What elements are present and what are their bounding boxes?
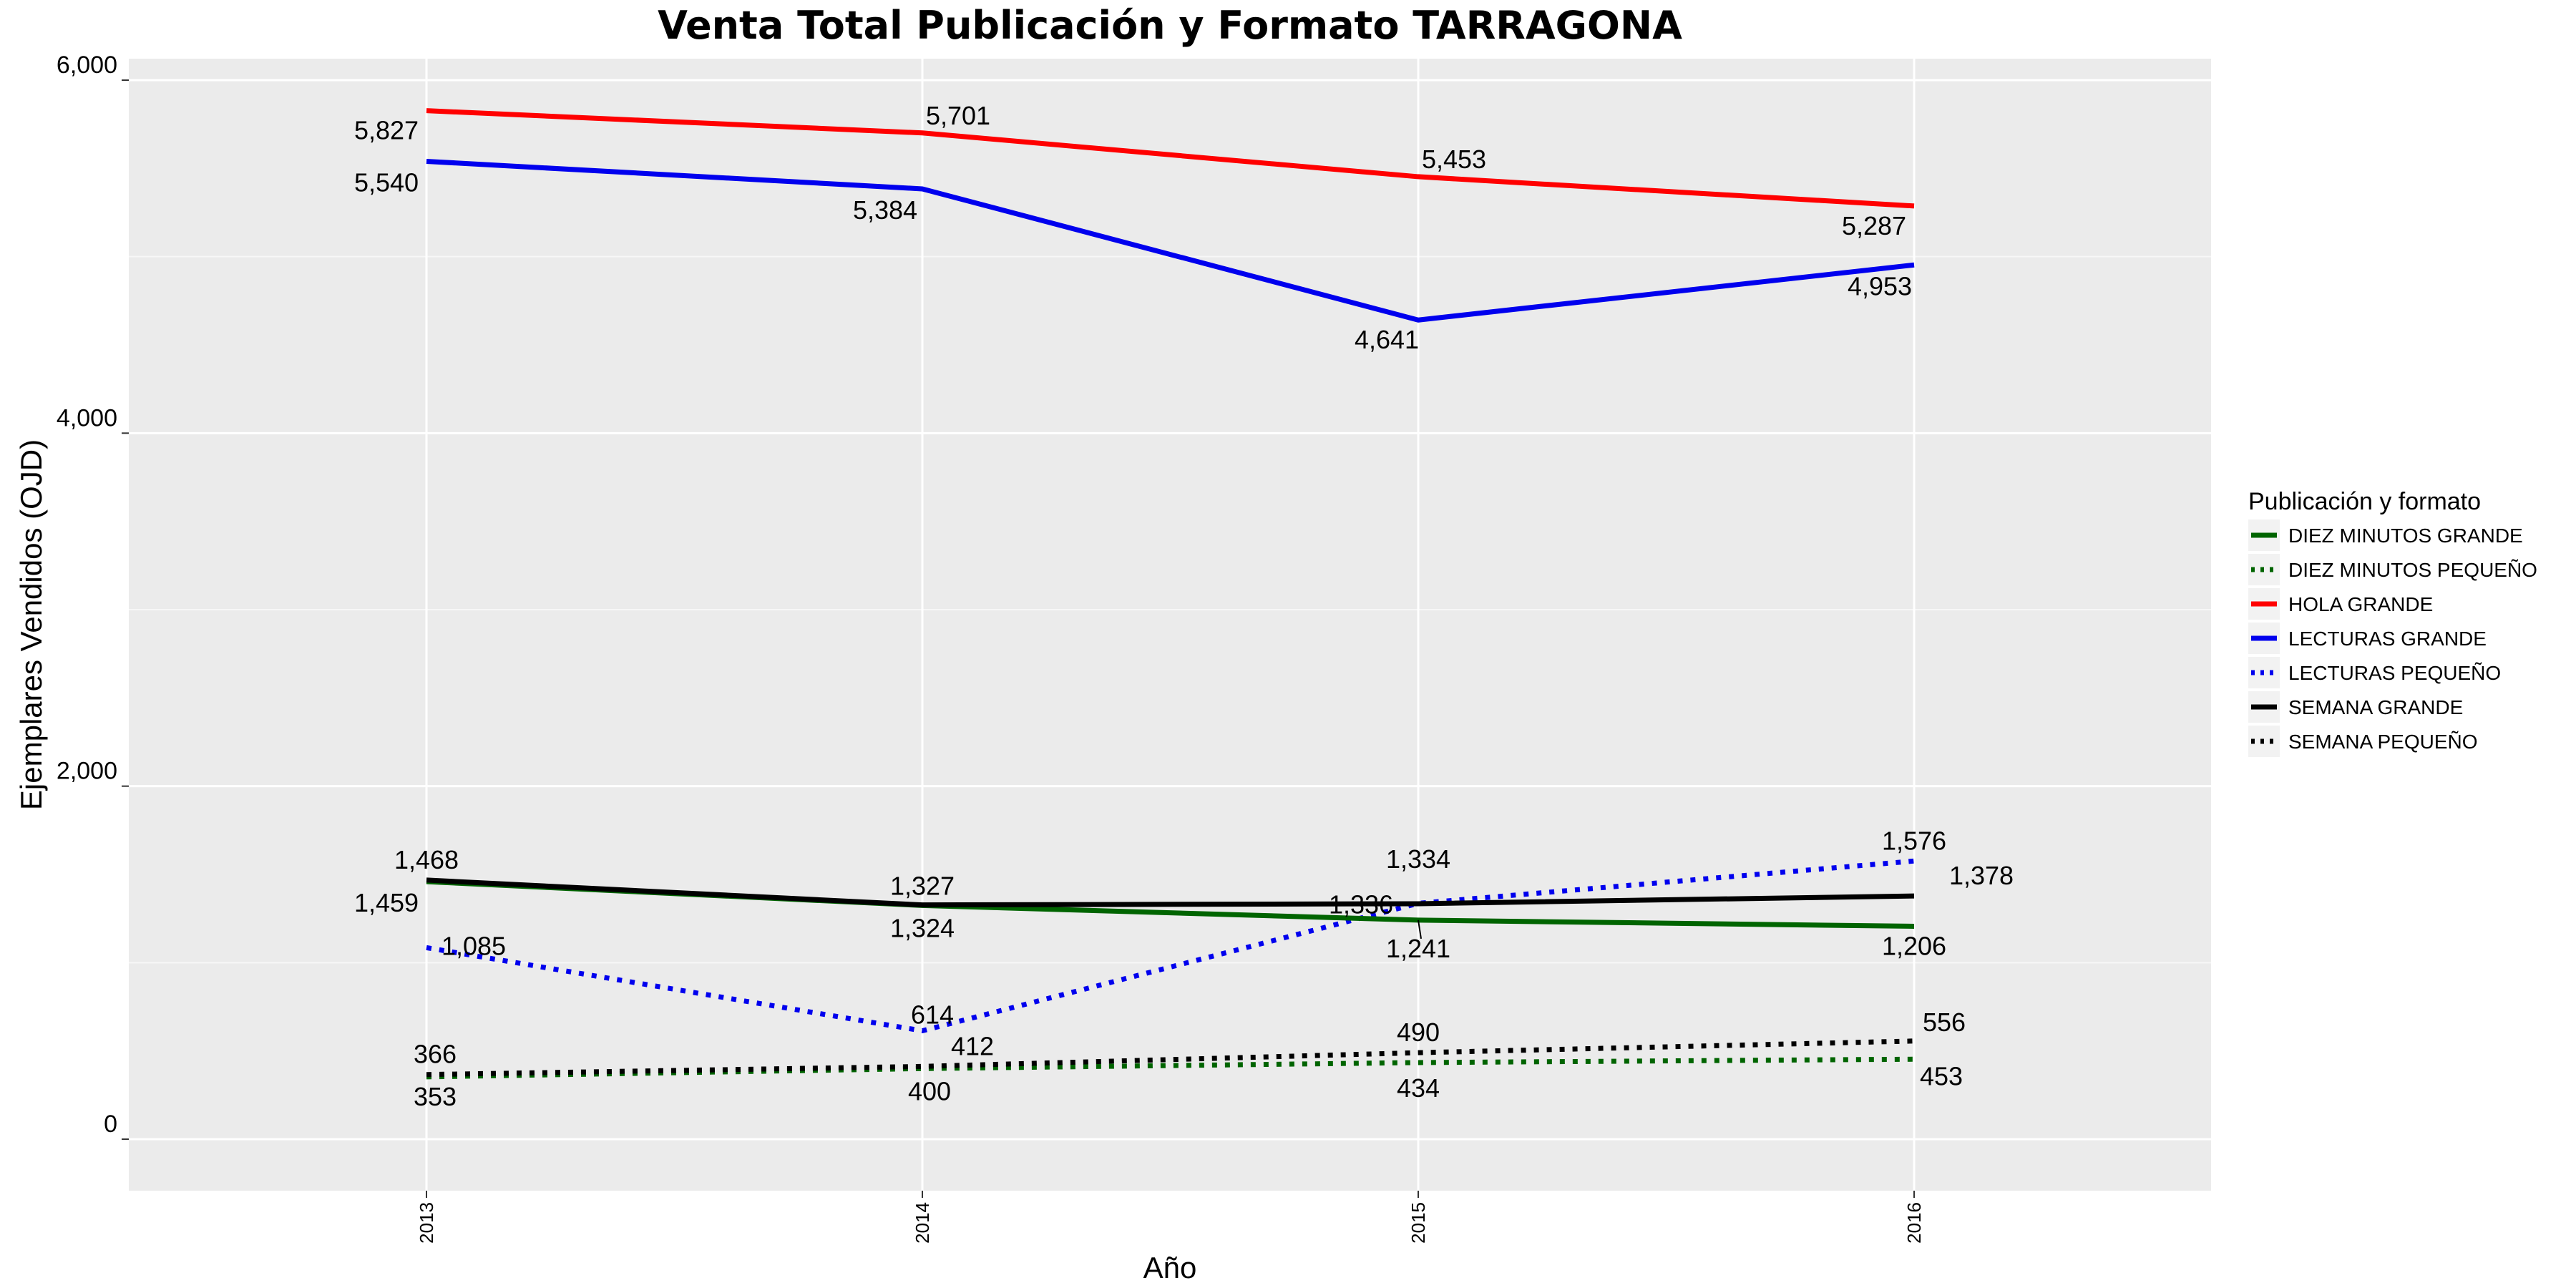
y-axis-title: Ejemplares Vendidos (OJD) [14,439,48,810]
data-label: 1,324 [890,913,955,942]
data-label: 400 [908,1076,951,1106]
chart-title: Venta Total Publicación y Formato TARRAG… [658,3,1682,48]
data-label: 1,327 [890,872,955,901]
data-label: 4,641 [1355,325,1419,354]
y-tick-label: 2,000 [57,758,117,785]
data-label: 556 [1923,1008,1966,1037]
legend-title: Publicación y formato [2248,488,2481,515]
y-tick-label: 6,000 [57,52,117,79]
series-line-lecturas-grande [426,158,1915,323]
series-line-hola-grande [426,108,1915,209]
data-label: 5,453 [1422,145,1486,174]
series-layer [426,108,1915,1080]
legend: Publicación y formato DIEZ MINUTOS GRAND… [2248,488,2537,757]
data-label: 453 [1920,1061,1963,1091]
data-label: 366 [414,1040,457,1069]
x-axis: 2013 2014 2015 2016 [416,1191,1925,1244]
data-label: 490 [1397,1018,1440,1047]
series-line-semana-pequeño [426,1038,1915,1078]
legend-label: HOLA GRANDE [2288,593,2433,615]
legend-label: SEMANA GRANDE [2288,696,2463,718]
y-tick-label: 0 [104,1111,117,1138]
data-label: 1,206 [1882,932,1946,961]
x-tick-label: 2015 [1407,1202,1429,1244]
data-label: 1,576 [1882,826,1946,855]
data-label: 1,241 [1386,934,1450,963]
data-label: 1,459 [354,888,419,917]
data-label: 1,336 [1329,889,1393,919]
data-label: 353 [414,1082,457,1111]
legend-label: LECTURAS GRANDE [2288,628,2487,650]
x-tick-label: 2013 [416,1202,437,1244]
data-label: 5,384 [853,195,917,225]
legend-label: SEMANA PEQUEÑO [2288,731,2478,753]
data-labels: 5,827 5,701 5,453 5,287 5,540 5,384 4,641 4,953… [354,101,2014,1111]
y-tick-label: 4,000 [57,404,117,431]
label-leader [1418,919,1422,940]
series-line-lecturas-pequeño [426,858,1915,1034]
data-label: 614 [911,1000,954,1030]
x-tick-label: 2016 [1903,1202,1925,1244]
x-tick-label: 2014 [912,1202,933,1244]
plot-panel [129,59,2211,1191]
legend-label: LECTURAS PEQUEÑO [2288,662,2501,684]
data-label: 1,085 [441,931,506,960]
data-label: 1,468 [394,845,459,874]
data-label: 1,378 [1949,861,2014,890]
legend-label: DIEZ MINUTOS PEQUEÑO [2288,559,2537,581]
data-label: 434 [1397,1073,1440,1103]
series-line-semana-grande [426,877,1915,908]
data-label: 5,701 [926,101,990,130]
data-label: 1,334 [1386,844,1450,874]
data-label: 412 [951,1031,994,1060]
data-label: 5,827 [354,116,419,145]
data-label: 5,540 [354,167,419,197]
data-label: 5,287 [1842,211,1906,240]
data-label: 4,953 [1848,271,1912,301]
y-axis: 0 2,000 4,000 6,000 [57,52,129,1140]
legend-label: DIEZ MINUTOS GRANDE [2288,525,2523,547]
x-axis-title: Año [1143,1251,1197,1284]
